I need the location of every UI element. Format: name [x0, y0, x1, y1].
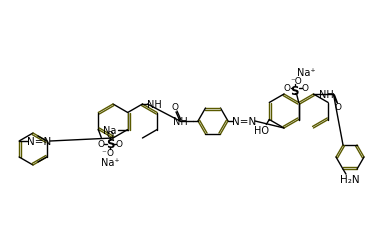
Text: O: O	[283, 84, 290, 93]
Text: H₂N: H₂N	[340, 174, 360, 184]
Text: Na⁺: Na⁺	[101, 157, 120, 167]
Text: O: O	[98, 139, 105, 148]
Text: Na: Na	[103, 125, 117, 135]
Text: S: S	[291, 85, 299, 98]
Text: HO: HO	[254, 125, 269, 135]
Text: O: O	[107, 148, 114, 157]
Text: NH: NH	[147, 100, 162, 109]
Text: N=N: N=N	[232, 117, 256, 126]
Text: ⁻: ⁻	[101, 148, 106, 157]
Text: ⁻O: ⁻O	[291, 77, 303, 86]
Text: O: O	[171, 103, 178, 112]
Text: NH: NH	[173, 117, 188, 126]
Text: O: O	[107, 131, 114, 139]
Text: NH: NH	[319, 90, 334, 100]
Text: O: O	[335, 103, 342, 112]
Text: O: O	[116, 139, 123, 148]
Text: S: S	[106, 137, 115, 150]
Text: Na⁺: Na⁺	[297, 68, 316, 78]
Text: O: O	[301, 84, 308, 93]
Text: N=N: N=N	[27, 136, 51, 146]
